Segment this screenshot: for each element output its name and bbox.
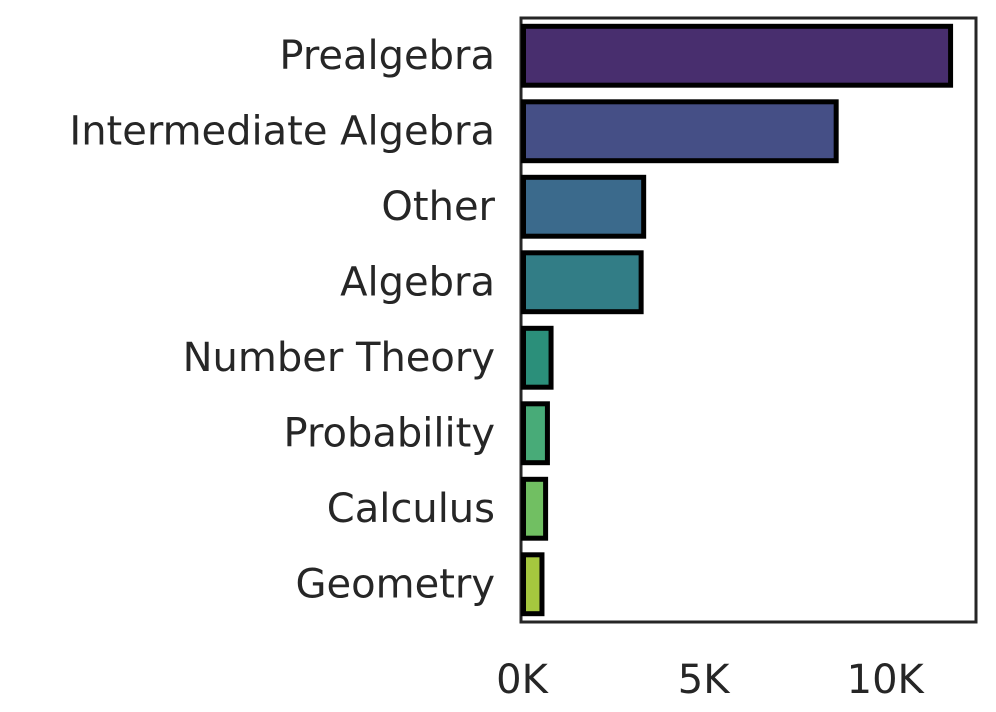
- bar-algebra: [521, 250, 644, 315]
- x-tick-labels: 0K 5K 10K: [496, 657, 925, 703]
- category-label: Prealgebra: [279, 33, 495, 79]
- category-label: Intermediate Algebra: [69, 108, 495, 154]
- x-tick-label: 0K: [496, 657, 549, 703]
- x-tick-label: 10K: [847, 657, 926, 703]
- bar-prealgebra: [521, 23, 954, 88]
- bar-geometry: [521, 552, 545, 617]
- category-label: Probability: [284, 410, 495, 456]
- category-label: Number Theory: [183, 335, 495, 381]
- bars-layer: [521, 23, 954, 617]
- x-tick-label: 5K: [678, 657, 731, 703]
- bar-probability: [521, 401, 550, 466]
- category-label: Algebra: [340, 259, 495, 305]
- bar-number-theory: [521, 325, 554, 390]
- bar-other: [521, 174, 647, 239]
- category-label: Other: [381, 184, 495, 230]
- bar-intermediate-algebra: [521, 99, 839, 164]
- category-labels: Prealgebra Intermediate Algebra Other Algeb…: [69, 33, 495, 608]
- category-label: Geometry: [296, 561, 495, 607]
- category-label: Calculus: [327, 486, 495, 532]
- plot-frame: [519, 16, 978, 624]
- bar-calculus: [521, 476, 549, 541]
